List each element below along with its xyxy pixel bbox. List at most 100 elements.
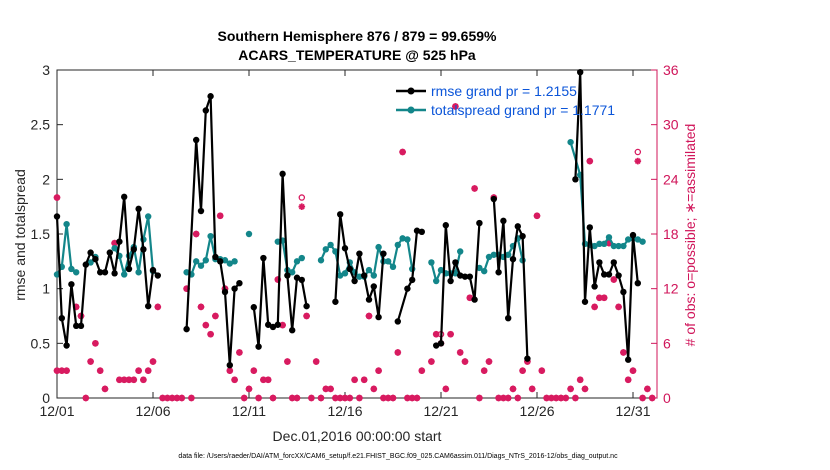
asterisk-stroke (188, 395, 195, 401)
obs-assimilated-point (418, 367, 426, 374)
y-tick-label: 1.5 (31, 226, 51, 242)
obs-assimilated-point (293, 394, 301, 402)
obs-assimilated-point (250, 367, 258, 374)
rmse-point (495, 269, 502, 276)
obs-assimilated-point (442, 385, 450, 393)
obs-assimilated-point (471, 185, 478, 192)
asterisk-stroke (226, 367, 233, 374)
asterisk-stroke (519, 367, 526, 374)
rmse-point (125, 265, 133, 273)
asterisk-stroke (294, 395, 300, 401)
obs-assimilated-point (308, 394, 315, 402)
rmse-point (82, 261, 90, 268)
asterisk-stroke (414, 395, 420, 401)
obs-assimilated-point (346, 394, 354, 402)
rmse-point (226, 362, 233, 369)
asterisk-stroke (452, 103, 459, 110)
rmse-point (620, 288, 627, 296)
rmse-point (615, 272, 622, 279)
totalspread-point (221, 257, 229, 264)
asterisk-stroke (270, 395, 276, 401)
asterisk-stroke (586, 158, 593, 165)
asterisk-stroke (553, 395, 560, 401)
totalspread-point (639, 238, 646, 245)
obs-assimilated-point (581, 385, 589, 393)
totalspread-point (620, 242, 627, 250)
asterisk-stroke (54, 194, 60, 201)
totalspread-point (605, 234, 613, 241)
totalspread-point (293, 258, 301, 265)
asterisk-stroke (58, 367, 65, 374)
rmse-point (121, 193, 128, 201)
rmse-point (73, 322, 80, 330)
rmse-point (591, 283, 598, 290)
rmse-point (116, 238, 123, 245)
totalspread-point (505, 251, 512, 258)
totalspread-point (327, 241, 334, 249)
asterisk-stroke (462, 358, 468, 365)
asterisk-stroke (318, 395, 324, 401)
asterisk-stroke (500, 395, 507, 401)
totalspread-point (437, 266, 445, 274)
rmse-point (207, 93, 214, 100)
asterisk-stroke (428, 358, 435, 365)
rmse-point (284, 272, 291, 279)
x-axis: 12/01 12/06 12/11 12/16 12/21 12/26 12/31 (39, 70, 651, 419)
totalspread-point (370, 272, 377, 279)
x-tick-label: 12/31 (615, 403, 650, 419)
obs-assimilated-point (389, 394, 397, 402)
rmse-point (509, 255, 517, 263)
asterisk-stroke (529, 385, 536, 392)
rmse-point (111, 270, 118, 277)
obs-assimilated-point (269, 394, 277, 402)
asterisk-stroke (558, 395, 564, 401)
asterisk-stroke (466, 294, 473, 301)
totalspread-point (87, 259, 94, 266)
rmse-point (447, 277, 454, 285)
rmse-line-segment (55, 195, 159, 347)
asterisk-stroke (130, 376, 137, 383)
totalspread-point (121, 271, 128, 278)
rmse-point (586, 224, 593, 231)
asterisk-stroke (534, 212, 540, 219)
obs-assimilated-point (586, 157, 594, 165)
asterisk-stroke (375, 367, 382, 374)
obs-assimilated-point (216, 212, 224, 220)
asterisk-stroke (284, 358, 291, 365)
legend: rmse grand pr = 1.2155 totalspread grand… (396, 83, 615, 118)
rmse-point (433, 342, 440, 349)
totalspread-point (289, 269, 296, 276)
obs-assimilated-point (456, 349, 464, 356)
rmse-point (466, 273, 473, 280)
totalspread-point (601, 240, 608, 248)
totalspread-point (68, 265, 75, 273)
obs-assimilated-point (312, 358, 320, 365)
obs-assimilated-point (447, 330, 454, 338)
asterisk-stroke (246, 385, 252, 392)
rmse-point (193, 136, 200, 144)
legend-rmse-label: rmse grand pr = 1.2155 (431, 83, 577, 99)
obs-assimilated-point (648, 394, 656, 402)
rmse-series (53, 68, 641, 369)
asterisk-stroke (476, 395, 483, 401)
asterisk-stroke (409, 395, 416, 401)
rmse-point (92, 255, 99, 263)
obs-assimilated-point (188, 394, 195, 402)
x-tick-label: 12/26 (519, 403, 554, 419)
obs-assimilated-point (149, 358, 157, 365)
totalspread-point (317, 257, 325, 264)
asterisk-stroke (457, 349, 464, 356)
rmse-point (260, 254, 267, 262)
x-axis-label: Dec.01,2016 00:00:00 start (273, 428, 442, 444)
asterisk-stroke (250, 367, 257, 374)
asterisk-stroke (265, 376, 272, 383)
rmse-point (361, 272, 368, 279)
rmse-point (505, 314, 512, 322)
obs-assimilated-point (480, 367, 488, 374)
asterisk-stroke (159, 395, 166, 401)
rmse-point (279, 170, 286, 178)
obs-assimilated-point (413, 394, 421, 402)
rmse-line-segment (435, 223, 481, 347)
totalspread-point (625, 236, 632, 243)
